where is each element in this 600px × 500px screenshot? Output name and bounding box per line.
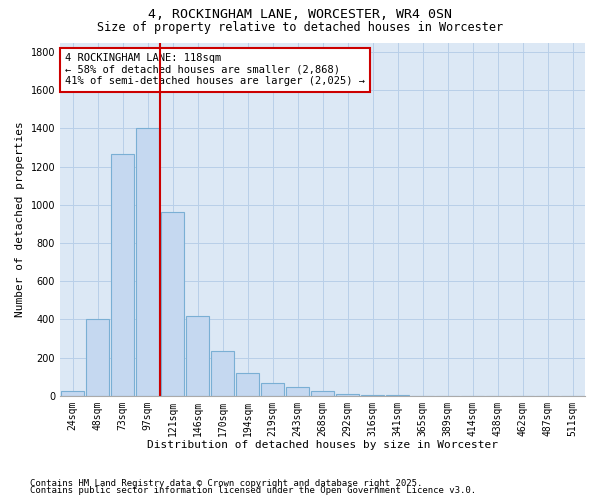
Bar bbox=[236, 373, 259, 396]
Bar bbox=[336, 394, 359, 396]
Text: Contains HM Land Registry data © Crown copyright and database right 2025.: Contains HM Land Registry data © Crown c… bbox=[30, 478, 422, 488]
Bar bbox=[311, 391, 334, 396]
Text: Contains public sector information licensed under the Open Government Licence v3: Contains public sector information licen… bbox=[30, 486, 476, 495]
Text: 4, ROCKINGHAM LANE, WORCESTER, WR4 0SN: 4, ROCKINGHAM LANE, WORCESTER, WR4 0SN bbox=[148, 8, 452, 20]
Text: Size of property relative to detached houses in Worcester: Size of property relative to detached ho… bbox=[97, 21, 503, 34]
Bar bbox=[111, 154, 134, 396]
X-axis label: Distribution of detached houses by size in Worcester: Distribution of detached houses by size … bbox=[147, 440, 498, 450]
Bar bbox=[136, 128, 159, 396]
Bar bbox=[161, 212, 184, 396]
Bar bbox=[286, 387, 309, 396]
Text: 4 ROCKINGHAM LANE: 118sqm
← 58% of detached houses are smaller (2,868)
41% of se: 4 ROCKINGHAM LANE: 118sqm ← 58% of detac… bbox=[65, 53, 365, 86]
Y-axis label: Number of detached properties: Number of detached properties bbox=[15, 121, 25, 317]
Bar bbox=[186, 316, 209, 396]
Bar bbox=[211, 351, 234, 396]
Bar bbox=[361, 395, 384, 396]
Bar bbox=[86, 320, 109, 396]
Bar bbox=[61, 391, 84, 396]
Bar bbox=[261, 384, 284, 396]
